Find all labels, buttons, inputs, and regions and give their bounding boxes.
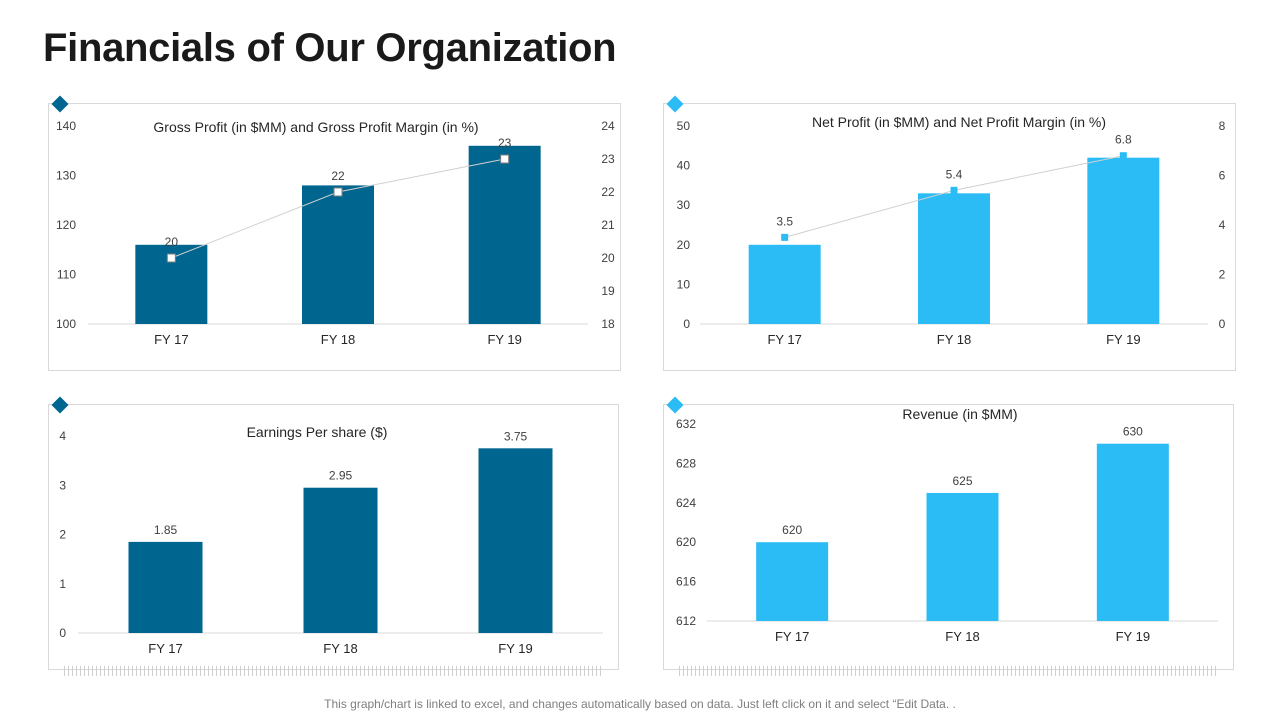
net-profit-panel xyxy=(663,103,1236,371)
gross-profit-panel xyxy=(48,103,621,371)
panel-hatch-decoration xyxy=(64,666,604,676)
page-title: Financials of Our Organization xyxy=(43,26,617,70)
panel-hatch-decoration xyxy=(679,666,1219,676)
footer-note: This graph/chart is linked to excel, and… xyxy=(324,697,956,711)
revenue-panel xyxy=(663,404,1234,670)
eps-panel xyxy=(48,404,619,670)
